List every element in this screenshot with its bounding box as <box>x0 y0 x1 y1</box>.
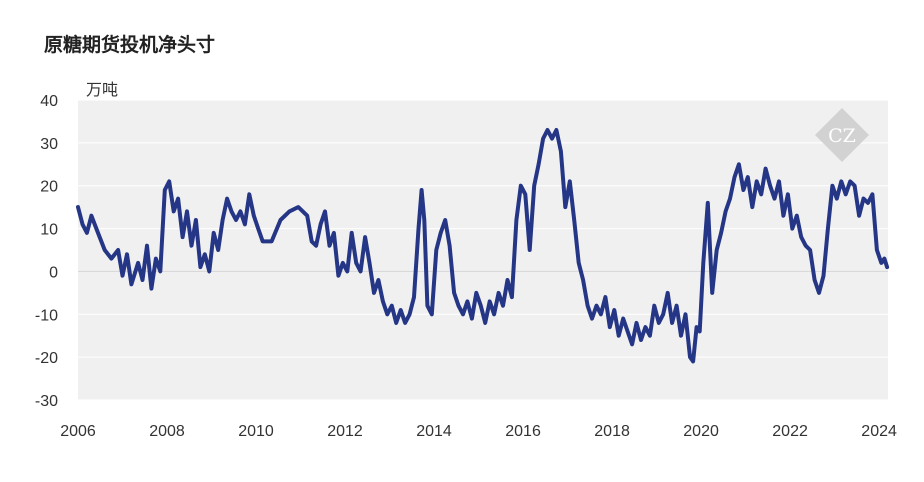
y-tick-label: -20 <box>35 350 58 367</box>
y-tick-labels: 40 30 20 10 0 -10 -20 -30 <box>35 93 58 410</box>
y-tick-label: 0 <box>49 264 58 281</box>
series-line <box>76 128 890 364</box>
chart-title: 原糖期货投机净头寸 <box>44 34 216 56</box>
svg-text:CZ: CZ <box>828 125 856 147</box>
x-tick-label: 2008 <box>149 423 185 440</box>
x-tick-label: 2024 <box>861 423 897 440</box>
x-tick-label: 2020 <box>683 423 719 440</box>
y-tick-label: -30 <box>35 393 58 410</box>
y-tick-label: 40 <box>40 93 58 110</box>
y-tick-label: -10 <box>35 307 58 324</box>
series-lines <box>76 128 890 364</box>
y-tick-label: 30 <box>40 136 58 153</box>
y-tick-label: 10 <box>40 222 58 239</box>
watermark-logo: CZ <box>815 108 869 162</box>
x-tick-label: 2012 <box>327 423 363 440</box>
x-tick-label: 2022 <box>772 423 808 440</box>
x-tick-label: 2010 <box>238 423 274 440</box>
x-tick-label: 2018 <box>594 423 630 440</box>
x-tick-label: 2016 <box>505 423 541 440</box>
x-tick-labels: 2006 2008 2010 2012 2014 2016 2018 2020 2022 2024 <box>60 423 897 440</box>
x-tick-label: 2014 <box>416 423 452 440</box>
y-tick-label: 20 <box>40 179 58 196</box>
x-tick-label: 2006 <box>60 423 96 440</box>
grid-lines <box>78 99 888 401</box>
y-axis-unit-label: 万吨 <box>86 80 119 99</box>
